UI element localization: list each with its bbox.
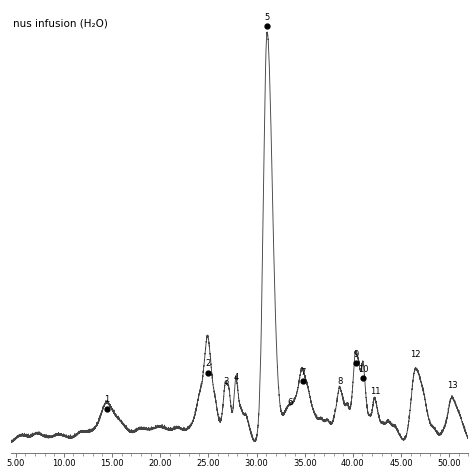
Text: 4: 4 [234, 373, 239, 382]
Text: 12: 12 [410, 350, 421, 359]
Text: 8: 8 [337, 377, 343, 386]
Text: 3: 3 [223, 377, 228, 386]
Text: 10: 10 [358, 365, 369, 374]
Text: 1: 1 [105, 395, 110, 404]
Text: 7: 7 [300, 368, 305, 377]
Text: 13: 13 [447, 382, 457, 391]
Text: 5: 5 [264, 13, 270, 22]
Text: 11: 11 [370, 387, 380, 396]
Text: nus infusion (H₂O): nus infusion (H₂O) [13, 19, 108, 29]
Text: 9: 9 [353, 350, 358, 359]
Text: 2: 2 [206, 359, 211, 368]
Text: 6: 6 [288, 398, 293, 407]
